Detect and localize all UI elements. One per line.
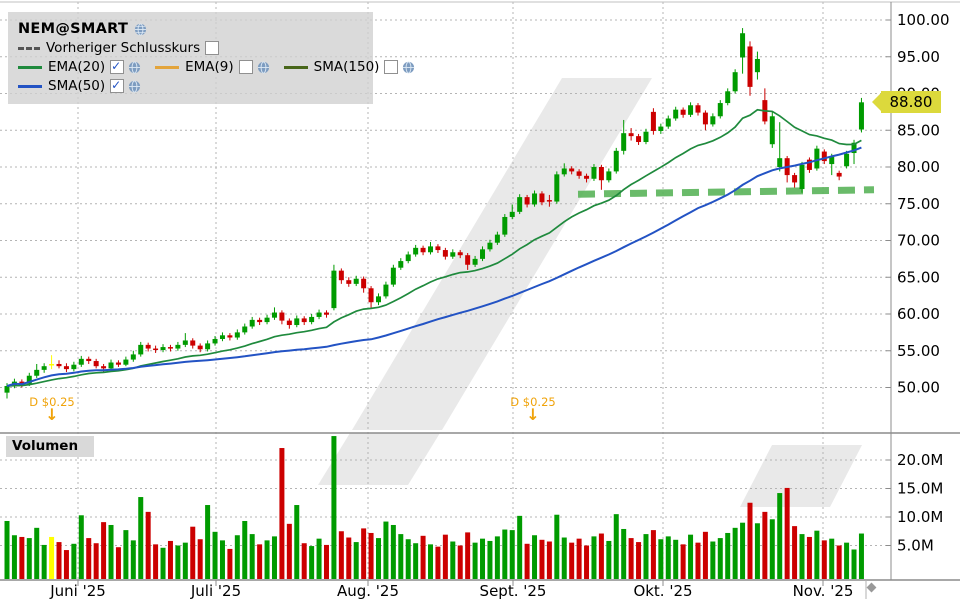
- ema20-checkbox[interactable]: [110, 59, 125, 74]
- svg-text:55.00: 55.00: [897, 342, 940, 360]
- svg-text:85.00: 85.00: [897, 121, 940, 139]
- dividend-marker: D $0.25 ↓: [12, 395, 92, 424]
- svg-text:Sept. '25: Sept. '25: [480, 582, 547, 600]
- globe-icon[interactable]: [134, 22, 147, 36]
- prev-close-checkbox[interactable]: [205, 41, 220, 55]
- legend-item-sma50[interactable]: SMA(50): [48, 78, 106, 94]
- ema9-checkbox[interactable]: [238, 60, 253, 74]
- globe-icon[interactable]: [128, 79, 141, 93]
- sma50-swatch: [18, 84, 42, 88]
- svg-text:95.00: 95.00: [897, 48, 940, 66]
- ema20-swatch: [18, 65, 42, 69]
- current-price-value: 88.80: [889, 93, 933, 111]
- sma50-checkbox[interactable]: [110, 78, 125, 93]
- dividend-arrow-icon: ↓: [526, 405, 540, 424]
- volume-pane-label: Volumen: [6, 436, 95, 457]
- dividend-marker: D $0.25 ↓: [493, 395, 573, 424]
- dividend-label: D $0.25: [510, 395, 556, 409]
- legend-item-prev-close[interactable]: Vorheriger Schlusskurs: [46, 40, 201, 56]
- legend-indicator-row-2: SMA(50): [18, 78, 365, 94]
- legend-title-row: NEM@SMART: [18, 21, 365, 37]
- svg-text:Nov. '25: Nov. '25: [793, 582, 854, 600]
- legend-prev-close-row: Vorheriger Schlusskurs: [18, 40, 365, 56]
- dividend-label: D $0.25: [29, 395, 75, 409]
- symbol-title: NEM@SMART: [18, 21, 129, 37]
- chart-legend: NEM@SMART Vorheriger Schlusskurs EMA(20)…: [8, 12, 415, 104]
- legend-item-ema9[interactable]: EMA(9): [185, 59, 234, 75]
- svg-text:60.00: 60.00: [897, 305, 940, 323]
- globe-icon[interactable]: [402, 60, 415, 74]
- svg-text:65.00: 65.00: [897, 268, 940, 286]
- svg-text:10.0M: 10.0M: [897, 508, 943, 526]
- svg-text:Juni '25: Juni '25: [49, 582, 106, 600]
- svg-text:100.00: 100.00: [897, 11, 950, 29]
- svg-text:80.00: 80.00: [897, 158, 940, 176]
- dividend-arrow-icon: ↓: [45, 405, 59, 424]
- ema9-swatch: [155, 65, 180, 69]
- prev-close-swatch: [18, 46, 40, 50]
- globe-icon[interactable]: [128, 60, 141, 74]
- svg-text:5.0M: 5.0M: [897, 537, 934, 555]
- sma150-swatch: [283, 65, 308, 69]
- legend-item-ema20[interactable]: EMA(20): [48, 59, 106, 75]
- legend-item-sma150[interactable]: SMA(150): [313, 59, 380, 75]
- globe-icon[interactable]: [257, 60, 270, 74]
- svg-text:15.0M: 15.0M: [897, 480, 943, 498]
- svg-text:50.00: 50.00: [897, 379, 940, 397]
- svg-text:Juli '25: Juli '25: [190, 582, 241, 600]
- legend-indicator-row-1: EMA(20) EMA(9) SMA(150): [18, 59, 415, 75]
- svg-text:75.00: 75.00: [897, 195, 940, 213]
- svg-text:Okt. '25: Okt. '25: [633, 582, 692, 600]
- svg-text:Aug. '25: Aug. '25: [337, 582, 399, 600]
- sma150-checkbox[interactable]: [384, 60, 399, 74]
- svg-text:70.00: 70.00: [897, 232, 940, 250]
- current-price-badge: 88.80: [872, 91, 941, 113]
- svg-text:20.0M: 20.0M: [897, 451, 943, 469]
